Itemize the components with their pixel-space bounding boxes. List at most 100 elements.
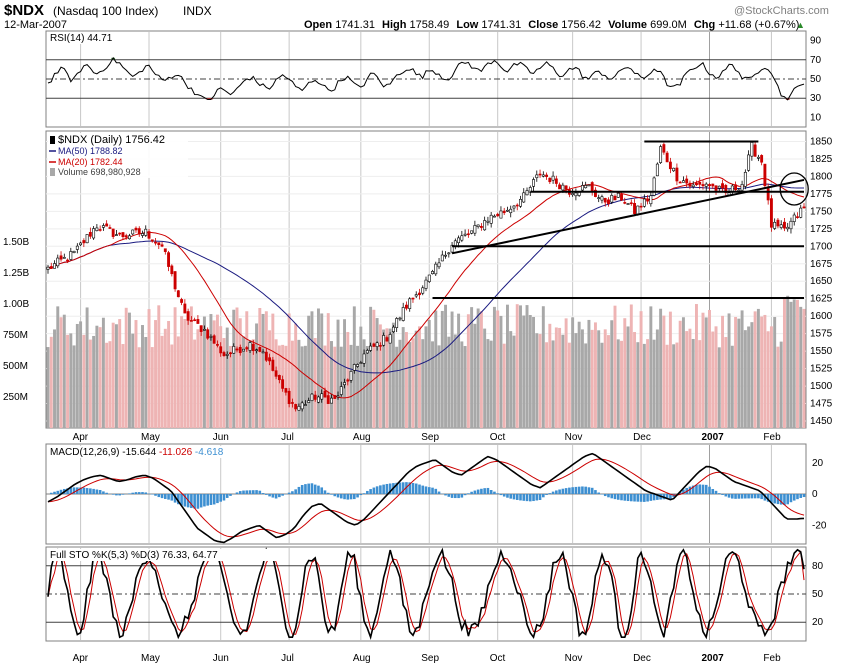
volume-bar [509,331,513,428]
candle-body [607,199,610,204]
candle-body [189,320,193,322]
candle-body [352,364,356,371]
candle-body [538,173,542,176]
candle-body [688,182,692,187]
candle-body [584,185,588,189]
candle-body [483,220,487,231]
candle-body [620,194,623,201]
volume-bar [421,339,425,428]
volume-bar [564,318,568,428]
volume-bar [756,308,760,428]
volume-bar [466,314,470,428]
candle-body [792,214,796,222]
candle-body [717,185,721,189]
sto-legend: Full STO %K(5,3) %D(3) 76.33, 64.77 [50,550,218,561]
sto-legend-bg [48,549,278,561]
candle-body [704,183,708,187]
candle-body [600,196,604,201]
candle-body [144,228,148,236]
volume-bar [440,310,444,428]
sto-k-line [47,547,805,640]
volume-bar [802,308,806,428]
candle-body [235,348,239,351]
volume-bar [453,334,457,428]
candle-body [79,242,83,246]
candle-body [613,195,617,201]
month-label-top: Jun [213,432,229,443]
volume-bar [701,312,705,428]
price-tick-label: 1850 [810,136,833,147]
volume-bar [655,329,659,428]
volume-tick-label: 750M [3,330,28,341]
volume-bar [431,341,434,428]
volume-bar [678,320,682,428]
volume-bar [636,342,640,428]
macd-tick-label: -20 [812,520,827,531]
volume-bar [567,342,571,428]
candle-body [88,231,92,237]
sto-tick-label: 50 [812,589,824,600]
candle-body [525,190,529,196]
volume-bar [144,337,148,428]
volume-bar [734,316,738,428]
month-label-top: Nov [565,432,583,443]
candle-body [388,334,392,344]
volume-bar [672,344,676,428]
volume-bar [662,315,666,428]
rsi-tick-label: 70 [810,55,822,66]
candle-body [714,185,718,191]
volume-bar [668,311,672,428]
candle-body [362,353,366,364]
month-label-top: Aug [353,432,371,443]
candle-body [776,219,780,227]
rsi-legend: RSI(14) 44.71 [50,33,113,44]
volume-bar [626,326,630,428]
volume-bar [760,316,764,428]
candle-body [769,198,773,228]
volume-bar [437,345,441,428]
volume-bar [737,318,741,428]
sto-d-line [47,550,805,636]
ma50-line [47,183,804,374]
candle-body [365,350,369,354]
candle-body [535,174,539,179]
volume-bar [496,310,500,428]
volume-bar [776,346,780,428]
candle-body [326,395,330,404]
volume-bar [85,307,89,428]
candle-body [675,167,679,182]
candle-body [496,213,500,217]
volume-bar [404,332,408,428]
volume-bar [740,310,744,428]
volume-tick-label: 500M [3,361,28,372]
candle-body [186,311,190,321]
candle-body [789,220,793,230]
month-label-top: 2007 [702,432,725,443]
volume-bar [202,316,206,428]
candle-body [610,195,614,203]
candle-body [75,245,79,250]
candle-body [711,183,715,187]
volume-bar [747,326,751,428]
volume-bar [277,345,281,428]
candle-body [356,364,360,367]
volume-bar [629,304,633,428]
volume-bar [284,345,288,428]
macd-tick-label: 0 [812,489,818,500]
candle-body [147,231,151,239]
candle-body [554,178,558,184]
candle-body [616,192,620,198]
volume-bar [398,339,402,428]
candle-body [281,379,285,389]
price-tick-label: 1700 [810,241,833,252]
volume-bar [183,319,187,428]
candle-body [434,263,438,275]
candle-body [157,242,161,246]
month-label-top: Jul [281,432,294,443]
candle-body [53,263,56,269]
volume-bar [206,334,210,428]
volume-bar [483,328,487,428]
candle-body [167,252,171,267]
symbol-title: $NDX [4,2,44,19]
volume-bar [799,306,803,428]
